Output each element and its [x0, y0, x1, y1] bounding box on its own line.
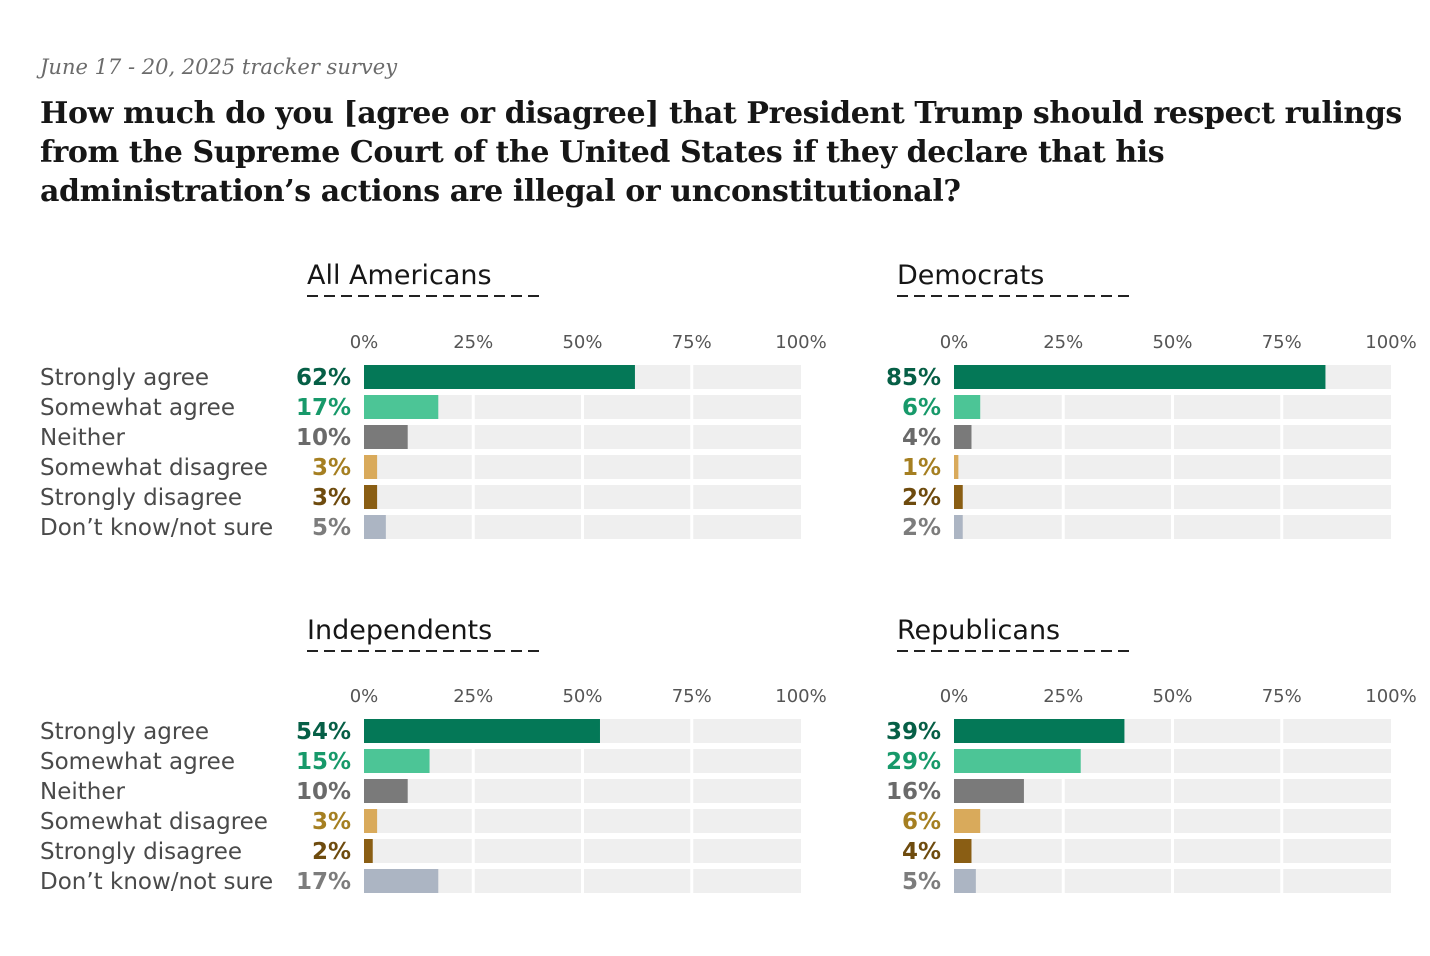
- value-label: 62%: [296, 365, 351, 391]
- value-label: 4%: [902, 425, 941, 451]
- bar-don-t-know-not-sure: [364, 869, 439, 893]
- bar-don-t-know-not-sure: [364, 515, 386, 539]
- bar-neither: [364, 779, 408, 803]
- panel-title-republicans: Republicans: [897, 615, 1060, 646]
- bar-somewhat-agree: [364, 749, 430, 773]
- bar-don-t-know-not-sure: [954, 869, 976, 893]
- value-label: 2%: [312, 839, 351, 865]
- value-label: 5%: [312, 515, 351, 541]
- category-label: Somewhat disagree: [40, 455, 268, 481]
- bar-strongly-disagree: [954, 485, 963, 509]
- survey-date: June 17 - 20, 2025 tracker survey: [40, 55, 398, 79]
- value-label: 6%: [902, 809, 941, 835]
- chart-question-title: How much do you [agree or disagree] that…: [40, 96, 1402, 209]
- x-tick-label: 50%: [562, 686, 602, 707]
- bar-somewhat-agree: [954, 395, 981, 419]
- x-tick-label: 0%: [940, 332, 969, 353]
- value-label: 16%: [886, 779, 941, 805]
- bar-somewhat-disagree: [364, 809, 378, 833]
- category-label: Neither: [40, 779, 125, 805]
- value-label: 3%: [312, 809, 351, 835]
- bar-neither: [954, 425, 972, 449]
- value-label: 3%: [312, 485, 351, 511]
- bar-strongly-agree: [364, 365, 635, 389]
- bar-somewhat-agree: [954, 749, 1081, 773]
- category-label: Strongly disagree: [40, 485, 242, 511]
- value-label: 6%: [902, 395, 941, 421]
- category-label: Neither: [40, 425, 125, 451]
- x-tick-label: 25%: [453, 332, 493, 353]
- bar-somewhat-disagree: [954, 809, 981, 833]
- x-tick-label: 25%: [1043, 332, 1083, 353]
- x-tick-label: 25%: [453, 686, 493, 707]
- category-label: Don’t know/not sure: [40, 515, 273, 541]
- value-label: 2%: [902, 515, 941, 541]
- value-label: 17%: [296, 395, 351, 421]
- bar-strongly-agree: [364, 719, 600, 743]
- x-tick-label: 50%: [1152, 332, 1192, 353]
- bar-strongly-disagree: [954, 839, 972, 863]
- x-tick-label: 25%: [1043, 686, 1083, 707]
- x-tick-label: 50%: [562, 332, 602, 353]
- bar-somewhat-agree: [364, 395, 439, 419]
- x-tick-label: 75%: [1262, 686, 1302, 707]
- x-tick-label: 75%: [1262, 332, 1302, 353]
- bar-neither: [954, 779, 1024, 803]
- category-label: Somewhat disagree: [40, 809, 268, 835]
- x-tick-label: 100%: [775, 686, 826, 707]
- panel-title-independents: Independents: [307, 615, 492, 646]
- x-tick-label: 50%: [1152, 686, 1192, 707]
- bar-don-t-know-not-sure: [954, 515, 963, 539]
- x-tick-label: 0%: [940, 686, 969, 707]
- value-label: 54%: [296, 719, 351, 745]
- x-tick-label: 100%: [775, 332, 826, 353]
- bar-strongly-disagree: [364, 839, 373, 863]
- bar-strongly-agree: [954, 365, 1326, 389]
- bar-strongly-agree: [954, 719, 1125, 743]
- x-tick-label: 75%: [672, 686, 712, 707]
- value-label: 39%: [886, 719, 941, 745]
- x-tick-label: 0%: [350, 686, 379, 707]
- value-label: 5%: [902, 869, 941, 895]
- value-label: 4%: [902, 839, 941, 865]
- x-tick-label: 100%: [1365, 686, 1416, 707]
- category-label: Strongly disagree: [40, 839, 242, 865]
- value-label: 29%: [886, 749, 941, 775]
- value-label: 10%: [296, 779, 351, 805]
- bar-somewhat-disagree: [954, 455, 959, 479]
- bar-strongly-disagree: [364, 485, 378, 509]
- category-label: Strongly agree: [40, 365, 209, 391]
- panel-title-all-americans: All Americans: [307, 260, 492, 291]
- bar-somewhat-disagree: [364, 455, 378, 479]
- category-label: Somewhat agree: [40, 749, 235, 775]
- x-tick-label: 100%: [1365, 332, 1416, 353]
- value-label: 10%: [296, 425, 351, 451]
- value-label: 17%: [296, 869, 351, 895]
- x-tick-label: 0%: [350, 332, 379, 353]
- category-label: Somewhat agree: [40, 395, 235, 421]
- panel-title-democrats: Democrats: [897, 260, 1044, 291]
- value-label: 2%: [902, 485, 941, 511]
- value-label: 1%: [902, 455, 941, 481]
- bar-neither: [364, 425, 408, 449]
- value-label: 15%: [296, 749, 351, 775]
- value-label: 85%: [886, 365, 941, 391]
- category-label: Don’t know/not sure: [40, 869, 273, 895]
- category-label: Strongly agree: [40, 719, 209, 745]
- x-tick-label: 75%: [672, 332, 712, 353]
- value-label: 3%: [312, 455, 351, 481]
